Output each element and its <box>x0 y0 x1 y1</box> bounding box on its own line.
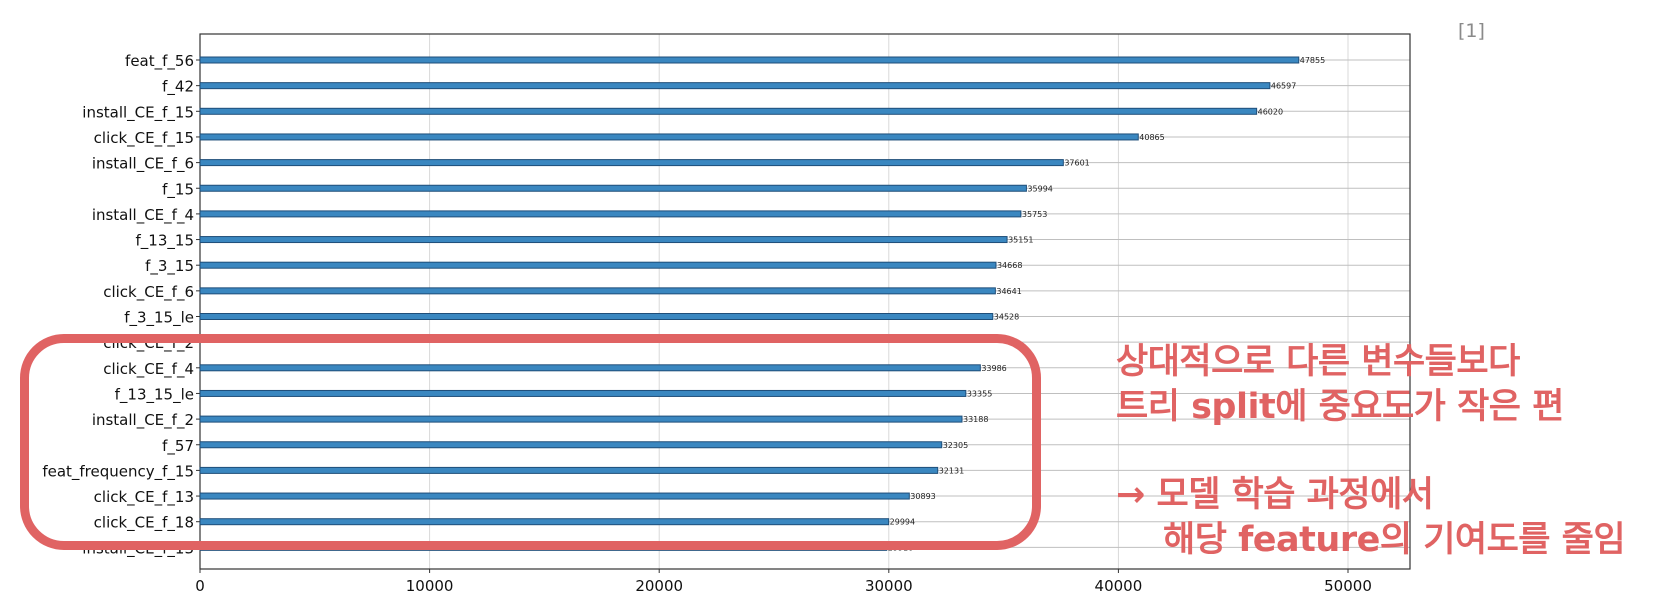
y-tick-label: click_CE_f_15 <box>94 129 194 148</box>
x-tick-label: 20000 <box>635 577 683 595</box>
bar <box>199 159 1064 167</box>
value-label: 37601 <box>1064 159 1089 168</box>
y-tick-label: install_CE_f_15 <box>82 103 194 122</box>
value-label: 35151 <box>1008 236 1033 245</box>
value-label: 32131 <box>939 466 964 475</box>
y-tick-label: feat_f_56 <box>125 52 194 71</box>
bar <box>199 210 1022 218</box>
y-tick-label: f_3_15 <box>145 257 194 276</box>
bar <box>199 184 1027 192</box>
value-label: 35753 <box>1022 210 1047 219</box>
y-tick-label: f_15 <box>162 180 194 199</box>
y-tick-label: install_CE_f_4 <box>92 206 194 225</box>
bar <box>199 287 996 295</box>
annotation-line-3: → 모델 학습 과정에서 <box>1116 475 1434 515</box>
bar <box>199 261 997 269</box>
y-tick-label: click_CE_f_4 <box>103 360 194 379</box>
value-label: 46597 <box>1271 82 1296 91</box>
value-label: 33355 <box>967 389 992 398</box>
bar <box>199 133 1139 141</box>
y-tick-label: click_CE_f_18 <box>94 514 194 533</box>
annotation-line-2: 트리 split에 중요도가 작은 편 <box>1116 387 1564 427</box>
bar <box>199 236 1008 244</box>
value-label: 47855 <box>1300 56 1325 65</box>
bar <box>199 56 1300 64</box>
value-label: 33986 <box>981 364 1006 373</box>
x-tick-labels: 0 10000 20000 30000 40000 50000 <box>195 569 1372 595</box>
value-label: 40865 <box>1139 133 1164 142</box>
y-tick-label: install_CE_f_2 <box>92 411 194 430</box>
y-tick-label: install_CE_f_6 <box>92 155 194 174</box>
x-tick-label: 0 <box>195 577 205 595</box>
plot-frame <box>199 33 1411 570</box>
highlight-box <box>20 334 1041 550</box>
value-label: 32305 <box>943 441 968 450</box>
y-tick-label: feat_frequency_f_15 <box>42 462 194 481</box>
y-tick-label: f_57 <box>162 437 194 456</box>
annotation-line-1: 상대적으로 다른 변수들보다 <box>1116 342 1520 382</box>
bar <box>199 82 1271 90</box>
x-tick-label: 30000 <box>865 577 913 595</box>
x-tick-label: 40000 <box>1095 577 1143 595</box>
y-tick-label: f_13_15_le <box>115 385 194 404</box>
reference-marker: [1] <box>1458 20 1485 42</box>
value-label: 34641 <box>996 287 1021 296</box>
annotation-line-4: 해당 feature의 기여도를 줄임 <box>1163 520 1626 560</box>
bar <box>199 313 994 320</box>
x-tick-label: 10000 <box>406 577 454 595</box>
y-tick-label: f_13_15 <box>136 232 194 251</box>
value-label: 33188 <box>963 415 988 424</box>
y-tick-labels: feat_f_56 f_42 install_CE_f_15 click_CE_f_1… <box>42 52 200 558</box>
y-tick-label: f_42 <box>162 78 194 97</box>
value-label: 29994 <box>890 518 915 527</box>
value-label: 35994 <box>1027 184 1052 193</box>
y-tick-label: click_CE_f_6 <box>103 283 194 302</box>
value-label: 30893 <box>910 492 935 501</box>
value-label: 34668 <box>997 261 1022 270</box>
y-tick-label: f_3_15_le <box>124 309 194 328</box>
bar <box>199 107 1258 115</box>
value-label: 34528 <box>994 313 1019 322</box>
x-tick-label: 50000 <box>1324 577 1372 595</box>
value-label: 46020 <box>1258 107 1283 116</box>
y-tick-label: click_CE_f_13 <box>94 488 194 507</box>
